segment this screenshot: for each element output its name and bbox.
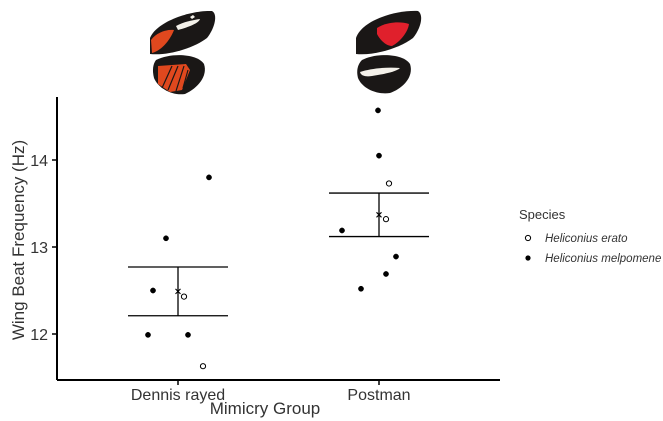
legend-entry-melpomene: Heliconius melpomene	[545, 253, 661, 265]
data-point-erato	[382, 216, 390, 223]
data-point-melpomene	[150, 287, 156, 294]
y-tick-label: 13	[30, 240, 48, 257]
summary-bars	[128, 192, 429, 317]
data-point-melpomene	[145, 332, 151, 338]
x-tick-label: Dennis rayed	[131, 387, 225, 404]
y-ticks: 12 13 14	[30, 153, 57, 344]
data-point-melpomene	[206, 174, 212, 181]
data-point-erato	[199, 363, 207, 370]
y-tick-label: 12	[30, 327, 48, 344]
data-point-melpomene	[393, 253, 399, 260]
dennis-rayed-wing-icon	[150, 10, 216, 95]
x-tick-label: Postman	[347, 387, 410, 404]
data-point-erato	[180, 293, 188, 300]
x-axis-label: Mimicry Group	[210, 399, 321, 418]
legend-filled-circle-marker	[525, 255, 531, 261]
legend-entry-erato: Heliconius erato	[545, 233, 628, 245]
data-point-melpomene	[376, 152, 382, 159]
postman-wing-icon	[356, 10, 422, 94]
legend-title: Species	[519, 207, 566, 222]
y-tick-label: 14	[30, 153, 48, 170]
data-point-melpomene	[185, 332, 191, 338]
legend-open-circle-marker	[524, 234, 532, 242]
legend: Species Heliconius erato Heliconius melp…	[519, 207, 661, 265]
mean-marker	[175, 288, 181, 295]
x-ticks: Dennis rayed Postman	[131, 380, 411, 404]
data-point-melpomene	[339, 227, 345, 234]
data-point-melpomene	[383, 271, 389, 277]
mean-marker	[376, 211, 382, 218]
y-axis-label: Wing Beat Frequency (Hz)	[9, 140, 28, 340]
data-point-melpomene	[358, 285, 364, 292]
data-point-melpomene	[163, 235, 169, 242]
data-points	[145, 107, 399, 370]
data-point-erato	[385, 180, 393, 187]
data-point-melpomene	[375, 107, 381, 114]
